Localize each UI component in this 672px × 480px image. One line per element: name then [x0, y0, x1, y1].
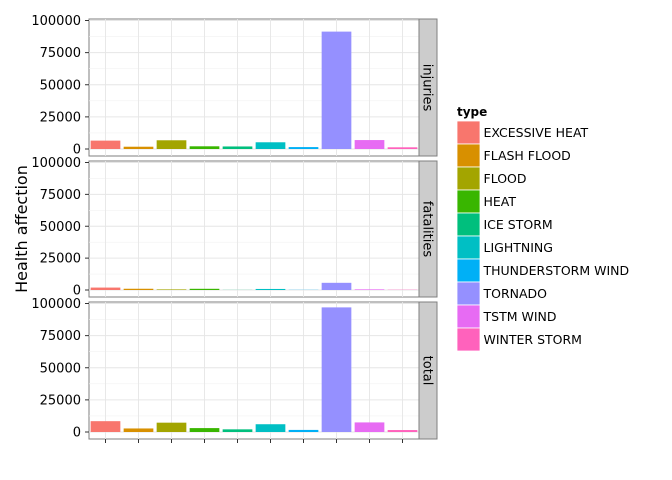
facet-strip-label: total — [420, 356, 435, 386]
bar — [123, 288, 154, 290]
legend-items: EXCESSIVE HEAT FLASH FLOOD FLOOD HEAT ICE ST… — [456, 120, 630, 352]
y-tick-label: 25000 — [40, 252, 81, 267]
y-tick-label: 50000 — [40, 361, 81, 376]
y-tick-label: 50000 — [40, 78, 81, 93]
legend-key — [456, 143, 481, 168]
legend-label: THUNDERSTORM WIND — [483, 263, 630, 278]
facet-strip — [418, 301, 438, 440]
legend-item: LIGHTNING — [456, 235, 553, 260]
bar — [222, 429, 253, 432]
y-tick-label: 75000 — [40, 46, 81, 61]
y-tick-label: 0 — [73, 426, 81, 441]
legend-key — [456, 327, 481, 352]
facet-strip-label: injuries — [420, 64, 435, 112]
bar — [189, 288, 220, 290]
facet-panel-total: 0 25000 50000 75000 100000 total — [31, 297, 438, 441]
legend-label: TSTM WIND — [483, 309, 557, 324]
y-axis-title: Health affection — [12, 165, 31, 293]
y-tick-label: 100000 — [31, 297, 81, 312]
y-tick-label: 100000 — [31, 14, 81, 29]
bar — [288, 429, 319, 432]
legend-item: THUNDERSTORM WIND — [456, 258, 630, 283]
legend-key — [456, 120, 481, 145]
bar — [354, 140, 385, 149]
bar — [387, 147, 418, 149]
legend-key — [456, 304, 481, 329]
legend-item: FLASH FLOOD — [456, 143, 571, 168]
bar — [321, 31, 352, 149]
bar — [321, 307, 352, 432]
bar — [387, 430, 418, 432]
legend-key — [456, 166, 481, 191]
legend-item: TSTM WIND — [456, 304, 557, 329]
facet-strip — [418, 18, 438, 157]
legend-label: ICE STORM — [484, 217, 553, 232]
bar — [354, 289, 385, 290]
legend-key — [456, 189, 481, 214]
bar — [222, 146, 253, 149]
facet-strip — [418, 160, 438, 298]
legend-label: FLOOD — [484, 171, 527, 186]
legend-key — [456, 258, 481, 283]
y-tick-label: 50000 — [40, 220, 81, 235]
legend-label: EXCESSIVE HEAT — [484, 125, 589, 140]
y-tick-label: 75000 — [40, 188, 81, 203]
facet-panel-injuries: 0 25000 50000 75000 100000 injuries — [31, 14, 438, 158]
y-tick-label: 100000 — [31, 156, 81, 171]
legend-item: WINTER STORM — [456, 327, 582, 352]
bar — [90, 287, 121, 290]
legend-item: HEAT — [456, 189, 517, 214]
legend-title: type — [457, 105, 487, 119]
legend-key — [456, 281, 481, 306]
bar — [123, 428, 154, 432]
facet-strip-label: fatalities — [420, 201, 435, 258]
legend-item: ICE STORM — [456, 212, 553, 237]
bar — [189, 428, 220, 432]
legend-item: FLOOD — [456, 166, 527, 191]
y-tick-label: 0 — [73, 284, 81, 299]
facet-panel-fatalities: 0 25000 50000 75000 100000 fatalities — [31, 156, 438, 299]
y-tick-label: 25000 — [40, 393, 81, 408]
legend-key — [456, 212, 481, 237]
bar — [156, 422, 187, 432]
y-tick-label: 75000 — [40, 329, 81, 344]
legend-item: TORNADO — [456, 281, 548, 306]
bar — [189, 146, 220, 149]
facet-panels: 0 25000 50000 75000 100000 injuries 0 25000 5000… — [31, 14, 438, 441]
bar — [321, 282, 352, 290]
legend-label: LIGHTNING — [484, 240, 553, 255]
legend-label: TORNADO — [483, 286, 548, 301]
bar — [90, 421, 121, 432]
y-tick-label: 25000 — [40, 110, 81, 125]
bar — [90, 140, 121, 149]
x-axis — [105, 439, 403, 443]
bar — [354, 422, 385, 432]
bar — [255, 424, 286, 432]
legend-label: WINTER STORM — [484, 332, 582, 347]
legend-label: HEAT — [484, 194, 517, 209]
bar — [123, 146, 154, 149]
y-tick-label: 0 — [73, 143, 81, 158]
legend-label: FLASH FLOOD — [484, 148, 571, 163]
bar — [156, 140, 187, 149]
bar — [255, 288, 286, 290]
bar — [288, 147, 319, 149]
legend: type EXCESSIVE HEAT FLASH FLOOD FLOOD HEAT I… — [456, 105, 630, 352]
bar — [156, 289, 187, 290]
legend-key — [456, 235, 481, 260]
legend-item: EXCESSIVE HEAT — [456, 120, 589, 145]
bar — [255, 142, 286, 149]
